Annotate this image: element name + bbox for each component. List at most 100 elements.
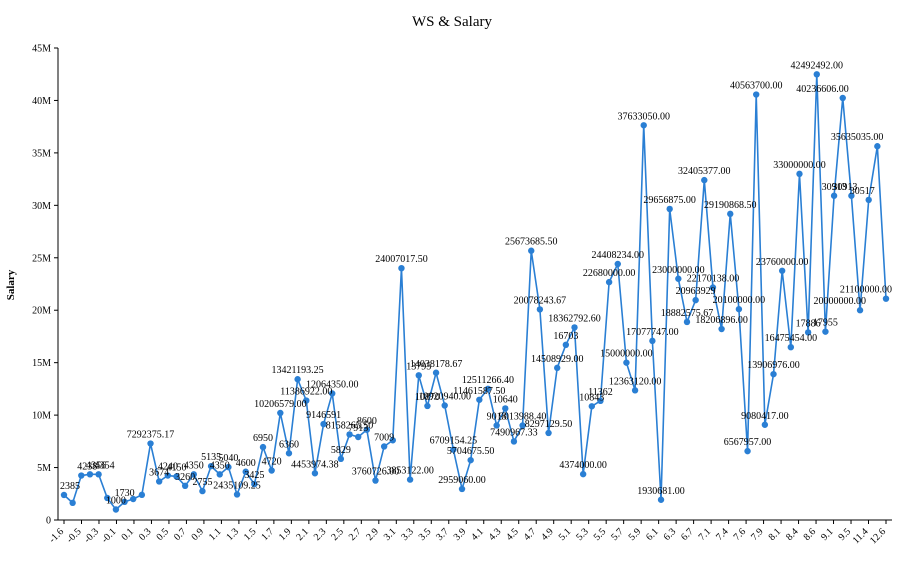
data-point (528, 247, 535, 254)
data-point (95, 471, 102, 478)
data-point (207, 462, 215, 470)
data-label: 7913 (348, 423, 368, 434)
x-tick-label: 7.4 (714, 526, 731, 543)
data-label: 22680000.00 (583, 268, 636, 279)
data-point (259, 443, 267, 451)
x-tick-label: 9.1 (819, 526, 836, 543)
data-point (173, 473, 180, 480)
x-tick-label: 4.1 (469, 526, 486, 543)
data-point (329, 390, 336, 397)
data-label: 8600 (357, 416, 377, 427)
data-label: 14038178.67 (410, 359, 463, 370)
data-label: 13906976.00 (747, 360, 800, 371)
x-tick-label: 4.7 (522, 526, 539, 543)
data-label: 42492492.00 (791, 60, 844, 71)
data-label: 23000000.00 (652, 265, 705, 276)
data-point (320, 420, 327, 428)
y-tick-label: 15M (32, 358, 51, 369)
data-point (242, 468, 249, 475)
data-label: 10920940.00 (418, 391, 471, 402)
data-point (701, 176, 708, 184)
x-tick-label: -0.1 (100, 526, 119, 545)
x-tick-label: 2.7 (347, 526, 364, 543)
x-tick-label: 5.1 (557, 526, 574, 543)
x-tick-label: 3.5 (417, 526, 434, 543)
data-point (848, 192, 855, 199)
x-tick-label: 0.9 (189, 526, 206, 543)
data-point (761, 421, 769, 428)
data-label: 16703 (553, 331, 578, 342)
data-point (441, 402, 448, 409)
data-point (432, 369, 440, 376)
data-label: 17077747.00 (626, 327, 679, 338)
x-tick-label: 6.3 (662, 526, 679, 543)
data-label: 4354 (95, 460, 115, 471)
data-label: 1730 (115, 488, 135, 499)
data-point (121, 498, 128, 506)
data-point (458, 485, 466, 493)
data-label: 13795 (406, 361, 431, 372)
data-label: 18362792.60 (548, 313, 601, 324)
data-label: 7292375.17 (127, 430, 175, 441)
data-point (147, 440, 154, 447)
y-tick-label: 25M (32, 253, 51, 264)
data-label: 20000000.00 (814, 296, 867, 307)
data-point (86, 471, 94, 478)
data-label: 8297129.50 (525, 419, 573, 430)
data-point (735, 305, 743, 313)
data-point (346, 431, 353, 438)
data-point (181, 482, 189, 490)
data-point (588, 403, 596, 410)
data-point (104, 494, 111, 502)
y-tick-label: 45M (32, 44, 51, 55)
data-point (649, 337, 656, 345)
data-label: 11461587.50 (453, 386, 505, 397)
y-tick-label: 35M (32, 148, 51, 159)
data-label: 29190868.50 (704, 200, 757, 211)
data-point (830, 192, 838, 199)
data-point (380, 443, 388, 450)
data-point (164, 472, 172, 479)
data-label: 15000000.00 (600, 349, 653, 360)
y-tick-label: 40M (32, 96, 51, 107)
data-label: 5829 (331, 445, 351, 456)
data-point (657, 496, 665, 503)
data-point (813, 71, 820, 78)
data-point (363, 426, 371, 433)
data-point (692, 296, 699, 304)
data-point (804, 329, 812, 336)
data-label: 12363120.00 (609, 376, 662, 387)
data-label: 5040 (218, 453, 238, 464)
data-point (510, 438, 518, 445)
data-label: 6709154.25 (430, 436, 478, 447)
x-tick-label: -1.6 (47, 526, 66, 545)
data-point (727, 210, 734, 218)
data-label: 30913 (832, 182, 857, 193)
data-point (233, 491, 241, 498)
data-label: 5704675.50 (447, 446, 495, 457)
x-tick-label: 2.3 (312, 526, 329, 543)
data-point (138, 491, 146, 499)
data-label: 18206896.00 (695, 315, 748, 326)
data-label: 10870 (415, 392, 440, 403)
data-point (190, 471, 197, 478)
y-axis: 0 5M 10M 15M 20M 25M 30M 35M 40M 45M (32, 44, 59, 527)
data-point (882, 295, 890, 302)
data-point (502, 405, 509, 412)
data-label: 40563700.00 (730, 81, 783, 92)
data-point (130, 495, 137, 503)
data-label: 18882575.67 (661, 308, 714, 319)
data-label: 11386922.00 (280, 387, 332, 398)
y-tick-label: 30M (32, 201, 51, 212)
data-label: 8158265.50 (326, 420, 374, 431)
data-point (718, 325, 725, 333)
data-label: 4600 (236, 458, 256, 469)
data-label: 33000000.00 (773, 160, 826, 171)
data-label: 20963929 (676, 286, 716, 297)
data-label: 4240 (158, 462, 178, 473)
salary-series (60, 71, 890, 513)
data-label: 9146591 (306, 410, 341, 421)
data-point (597, 397, 604, 405)
x-tick-label: 3.9 (452, 526, 469, 543)
